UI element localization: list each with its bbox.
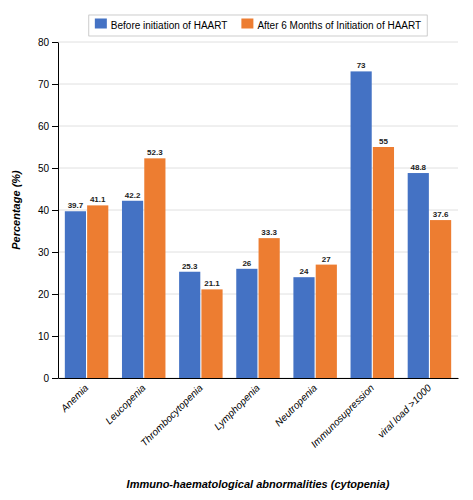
- tick-label: 40: [38, 205, 50, 216]
- tick-label: 80: [38, 37, 50, 48]
- tick: 80: [38, 37, 58, 48]
- tick-mark: [52, 210, 58, 211]
- data-label: 42.2: [125, 191, 141, 200]
- tick-label: 30: [38, 247, 50, 258]
- legend-item: Before initiation of HAART: [95, 19, 228, 31]
- bar: [259, 238, 280, 378]
- data-labels: 39.7 42.2 25.3 26 24 73 48.8 41.1 52.3 21.1 33.3 27…: [68, 61, 449, 288]
- x-axis-title: Immuno-haematological abnormalities (cyt…: [127, 478, 390, 490]
- bar: [351, 71, 372, 378]
- tick: 20: [38, 289, 58, 300]
- legend-label: After 6 Months of Initiation of HAART: [257, 20, 421, 31]
- legend-swatch: [241, 19, 253, 29]
- tick: Immunosupression: [309, 382, 377, 450]
- plot: 39.7 42.2 25.3 26 24 73 48.8 41.1 52.3 21.1 33.3 27…: [38, 37, 459, 450]
- tick: 30: [38, 247, 58, 258]
- grid-line: [58, 42, 458, 43]
- tick-mark: [52, 126, 58, 127]
- tick-label: 50: [38, 163, 50, 174]
- tick: Thrombocytopenia: [138, 382, 205, 449]
- axis-line: [59, 378, 459, 379]
- tick-label: Leucopenia: [103, 382, 148, 427]
- bar: [65, 211, 86, 378]
- tick: 0: [43, 373, 58, 384]
- bar: [293, 277, 314, 378]
- bar: [144, 158, 165, 378]
- legend-label: Before initiation of HAART: [111, 20, 228, 31]
- tick: 40: [38, 205, 58, 216]
- legend-frame: [89, 15, 427, 36]
- data-label: 26: [242, 259, 251, 268]
- grid-line: [58, 252, 458, 253]
- data-label: 27: [322, 255, 331, 264]
- data-label: 55: [379, 137, 388, 146]
- bar: [87, 205, 108, 378]
- bar: [122, 201, 143, 378]
- tick-label: 10: [38, 331, 50, 342]
- data-label: 39.7: [68, 201, 84, 210]
- bar: [316, 265, 337, 378]
- legend-item: After 6 Months of Initiation of HAART: [241, 19, 421, 31]
- data-label: 37.6: [433, 210, 449, 219]
- bar: [236, 269, 257, 378]
- chart: 39.7 42.2 25.3 26 24 73 48.8 41.1 52.3 21.1 33.3 27…: [0, 0, 473, 500]
- tick-label: viral load >1000: [375, 382, 433, 440]
- y-axis-title: Percentage (%): [10, 170, 22, 250]
- axis-line: [58, 43, 59, 379]
- tick: Anemia: [58, 382, 91, 415]
- data-label: 21.1: [204, 279, 220, 288]
- tick-mark: [52, 84, 58, 85]
- tick-mark: [52, 42, 58, 43]
- tick-mark: [52, 378, 58, 379]
- data-label: 25.3: [182, 262, 198, 271]
- grid: [58, 42, 458, 378]
- tick: 60: [38, 121, 58, 132]
- grid-line: [58, 126, 458, 127]
- bar-series: [87, 147, 451, 378]
- tick-label: 0: [43, 373, 49, 384]
- data-label: 24: [300, 267, 309, 276]
- y-axis: 0 10 20 30 40 50 60 70 80: [38, 37, 59, 384]
- legend-swatch: [95, 19, 107, 29]
- tick-label: 20: [38, 289, 50, 300]
- tick-mark: [52, 294, 58, 295]
- tick-mark: [52, 252, 58, 253]
- tick-label: Neutropenia: [273, 382, 320, 429]
- grid-line: [58, 84, 458, 85]
- x-axis: Anemia LeucopeniaThrombocytopeniaLymphope…: [58, 379, 459, 450]
- tick: 70: [38, 79, 58, 90]
- grid-line: [58, 378, 458, 379]
- tick-label: Anemia: [58, 382, 91, 415]
- tick-mark: [52, 336, 58, 337]
- bar: [179, 272, 200, 378]
- data-label: 33.3: [261, 228, 277, 237]
- bar: [201, 289, 222, 378]
- data-label: 52.3: [147, 148, 163, 157]
- data-label: 41.1: [90, 195, 106, 204]
- tick: Neutropenia: [273, 382, 320, 429]
- grid-line: [58, 210, 458, 211]
- bars: [65, 71, 451, 378]
- bar: [373, 147, 394, 378]
- grid-line: [58, 168, 458, 169]
- tick: Lymphopenia: [212, 382, 262, 432]
- bar: [408, 173, 429, 378]
- bar: [430, 220, 451, 378]
- tick: 10: [38, 331, 58, 342]
- grid-line: [58, 336, 458, 337]
- grid-line: [58, 294, 458, 295]
- tick-label: Immunosupression: [309, 382, 377, 450]
- legend: Before initiation of HAART After 6 Months…: [89, 15, 427, 36]
- tick-label: 70: [38, 79, 50, 90]
- data-label: 48.8: [410, 163, 426, 172]
- tick-label: Lymphopenia: [212, 382, 262, 432]
- tick-label: Thrombocytopenia: [138, 382, 205, 449]
- tick: 50: [38, 163, 58, 174]
- tick-label: 60: [38, 121, 50, 132]
- data-label: 73: [357, 61, 366, 70]
- tick: Leucopenia: [103, 382, 148, 427]
- tick-mark: [52, 168, 58, 169]
- bar-series: [65, 71, 429, 378]
- tick: viral load >1000: [375, 382, 433, 440]
